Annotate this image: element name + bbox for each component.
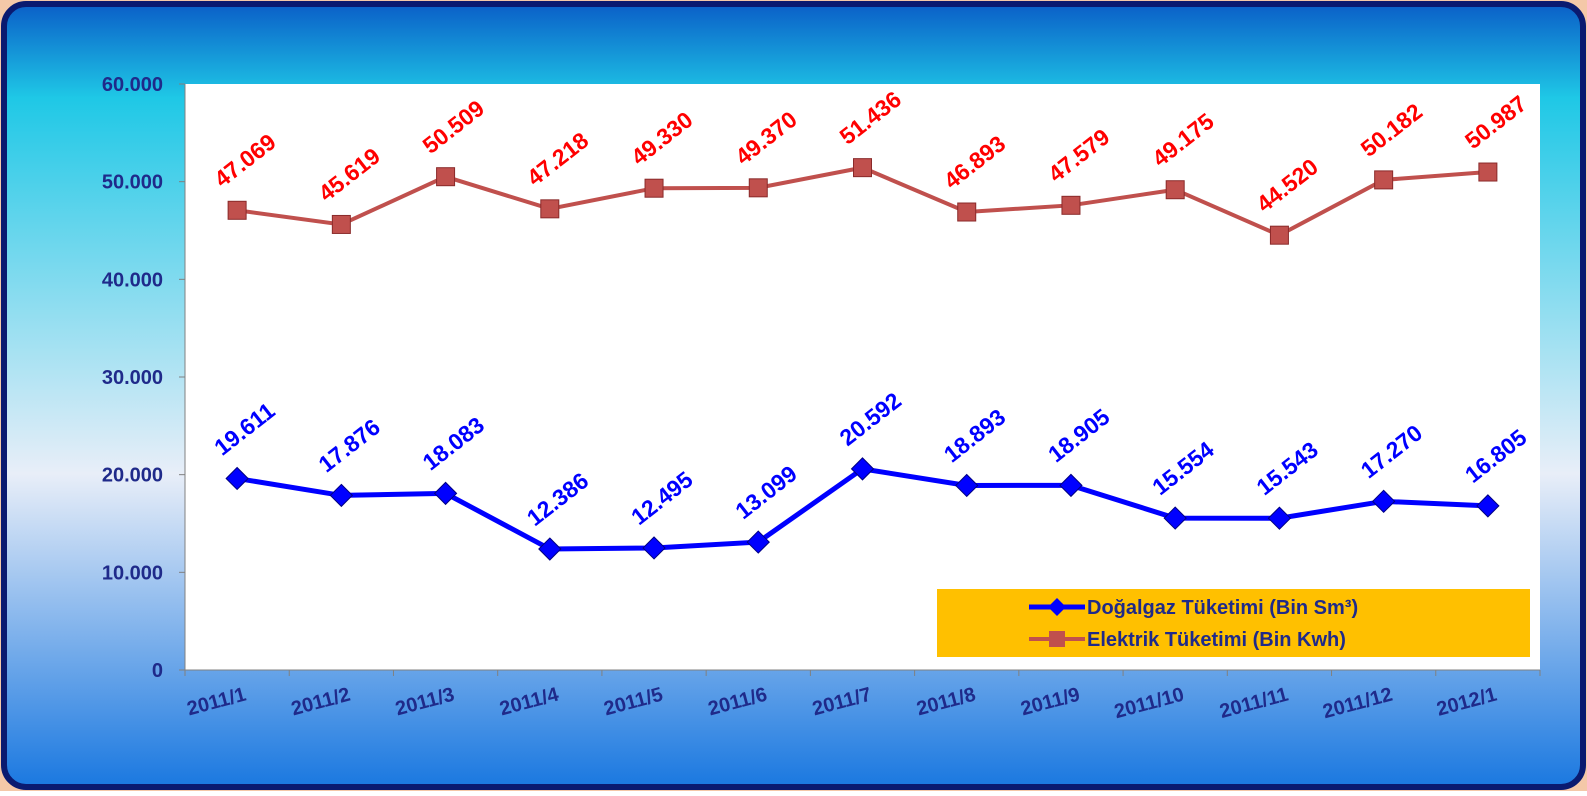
marker [957, 202, 977, 222]
marker [955, 473, 979, 498]
marker [1478, 162, 1498, 182]
marker [329, 483, 354, 508]
marker [1374, 170, 1394, 190]
marker [538, 537, 562, 561]
marker [225, 466, 249, 491]
legend-label: Doğalgaz Tüketimi (Bin Sm³) [1087, 597, 1358, 619]
marker [540, 199, 560, 219]
marker [1476, 494, 1500, 518]
legend-background [937, 589, 1530, 657]
marker [331, 214, 351, 234]
marker [1061, 195, 1081, 215]
marker [1371, 489, 1396, 514]
y-tick-label: 30.000 [102, 367, 163, 389]
marker [644, 178, 664, 198]
plot-area [185, 84, 1540, 670]
marker [853, 158, 872, 178]
marker [746, 530, 770, 554]
y-tick-label: 50.000 [102, 172, 163, 194]
marker [227, 200, 247, 220]
y-tick-label: 0 [152, 660, 163, 682]
marker [642, 536, 666, 560]
y-tick-label: 40.000 [102, 269, 163, 291]
marker [436, 167, 456, 187]
legend-marker [1048, 598, 1066, 616]
marker [1267, 506, 1292, 530]
y-tick-label: 60.000 [102, 74, 163, 96]
marker [1163, 506, 1187, 530]
marker [748, 178, 768, 198]
marker [850, 457, 875, 481]
legend-label: Elektrik Tüketimi (Bin Kwh) [1087, 629, 1346, 651]
y-tick-label: 20.000 [102, 465, 163, 487]
marker [1269, 225, 1289, 245]
marker [1059, 473, 1083, 498]
y-tick-label: 10.000 [102, 562, 163, 584]
marker [433, 481, 458, 506]
legend-marker [1049, 631, 1065, 647]
marker [1165, 180, 1185, 200]
